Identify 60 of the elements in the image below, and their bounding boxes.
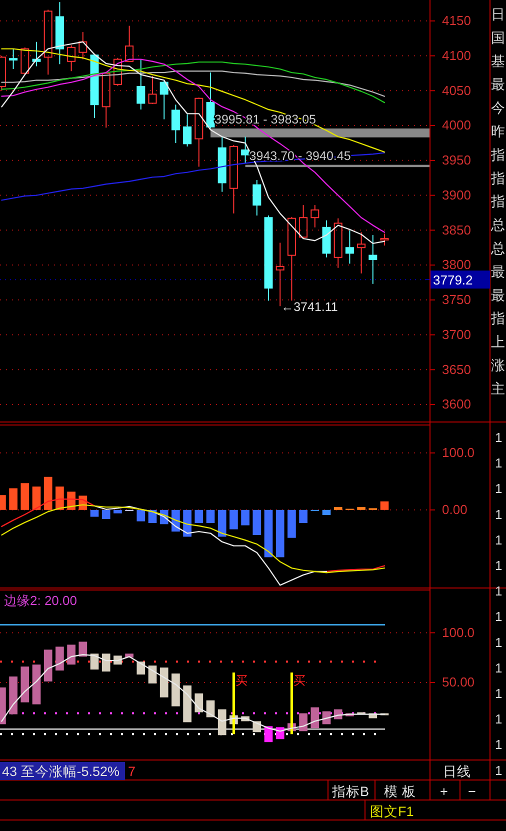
text: 最 [491, 286, 505, 303]
text: 1 [495, 712, 502, 727]
data-label: 买 [294, 674, 306, 688]
text: 最 [491, 263, 505, 280]
y-tick-label: 4150 [442, 13, 471, 28]
text: 1 [495, 609, 502, 624]
y-tick-label: 3850 [442, 222, 471, 238]
y-tick-label: 100.0 [442, 624, 475, 640]
y-tick-label: 3950 [442, 152, 471, 168]
y-tick-label: 3800 [442, 257, 471, 272]
text: 43 至今涨幅-5.52% [2, 764, 120, 779]
y-tick-label: 100.0 [442, 445, 475, 460]
y-tick-label: 3900 [442, 187, 471, 202]
data-label: 买 [236, 674, 248, 688]
text: 国 [491, 29, 505, 46]
y-tick-label: 0.00 [442, 502, 468, 518]
y-tick-label: 3750 [442, 292, 471, 308]
text: 1 [495, 456, 502, 471]
text: 1 [495, 532, 502, 548]
text: 昨 [491, 123, 505, 139]
annotation: ←3741.11 [281, 300, 338, 314]
y-tick-label: 3600 [442, 396, 471, 412]
y-tick-label: 4050 [442, 82, 471, 98]
y-tick-label: 4100 [442, 48, 471, 63]
text: 1 [495, 686, 502, 701]
text: 图文F1 [370, 804, 414, 819]
text: 基 [491, 52, 505, 69]
text: 1 [495, 558, 502, 573]
text: 1 [495, 481, 502, 496]
text: 上 [491, 334, 505, 350]
text: 指 [490, 146, 505, 162]
text: 1 [495, 762, 502, 778]
text: 总 [490, 240, 505, 256]
text: 指 [490, 170, 505, 186]
text: 1 [495, 660, 502, 676]
text: 1 [495, 430, 502, 445]
text: 模 板 [384, 784, 416, 799]
text: − [468, 784, 476, 799]
chart-title: 边缘2: 20.00 [4, 593, 77, 608]
text: 1 [495, 737, 502, 752]
text: 总 [490, 216, 505, 233]
text: 7 [128, 764, 136, 779]
text: 今 [491, 100, 505, 116]
text: 1 [495, 506, 502, 522]
text: 指 [490, 193, 505, 210]
text: 日 [491, 6, 505, 22]
text: 1 [495, 584, 502, 599]
text: 日线 [443, 764, 471, 779]
text: 指 [490, 310, 505, 326]
text: 最 [491, 76, 505, 92]
y-tick-label: 50.00 [442, 674, 475, 690]
text: 涨 [491, 357, 505, 373]
text: 主 [491, 380, 505, 396]
text: 指标B [331, 784, 370, 799]
y-tick-label: 3650 [442, 362, 471, 377]
y-tick-label: 3700 [442, 326, 471, 342]
text: 1 [495, 634, 502, 650]
text: + [440, 784, 448, 799]
ref-line-label: 3779.2 [433, 272, 473, 288]
y-tick-label: 4000 [442, 118, 471, 133]
